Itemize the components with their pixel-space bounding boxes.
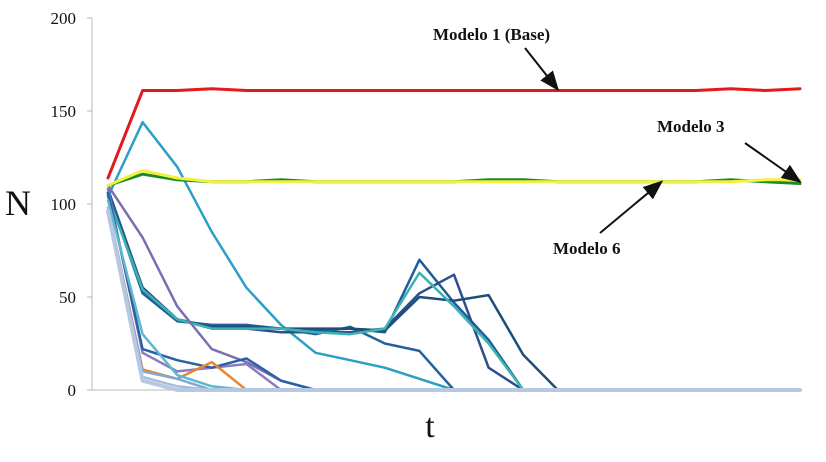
y-axis-title: N [5, 183, 31, 223]
y-tick-label: 0 [68, 381, 77, 400]
series-line-modelo-1-base [106, 87, 802, 180]
series-line-7 [106, 193, 802, 392]
annotation-label: Modelo 1 (Base) [433, 25, 550, 44]
y-axis-ticks: 0 50 100 150 200 [51, 9, 92, 400]
series-line-modelo-3 [106, 172, 802, 187]
series-line-5 [106, 191, 802, 392]
y-tick-label: 50 [59, 288, 76, 307]
annotation-label: Modelo 3 [657, 117, 725, 136]
annotation-layer: Modelo 1 (Base) Modelo 3 Modelo 6 [433, 25, 802, 258]
y-tick-label: 100 [51, 195, 77, 214]
x-axis-title: t [425, 408, 435, 445]
annotation-arrow [744, 142, 802, 183]
y-tick-label: 150 [51, 102, 77, 121]
series-line-9 [106, 184, 802, 392]
series-line-10 [106, 187, 802, 392]
series-line-12 [106, 206, 802, 392]
annotation-arrow [524, 47, 560, 92]
annotation-arrow [599, 180, 664, 234]
annotation-label: Modelo 6 [553, 239, 621, 258]
series-line-4 [106, 187, 802, 392]
series-line-6 [106, 191, 802, 392]
series-layer [106, 87, 802, 392]
series-line-16 [106, 209, 802, 392]
series-line-modelo-6 [106, 169, 802, 187]
y-tick-label: 200 [51, 9, 77, 28]
series-line-11 [106, 191, 802, 392]
